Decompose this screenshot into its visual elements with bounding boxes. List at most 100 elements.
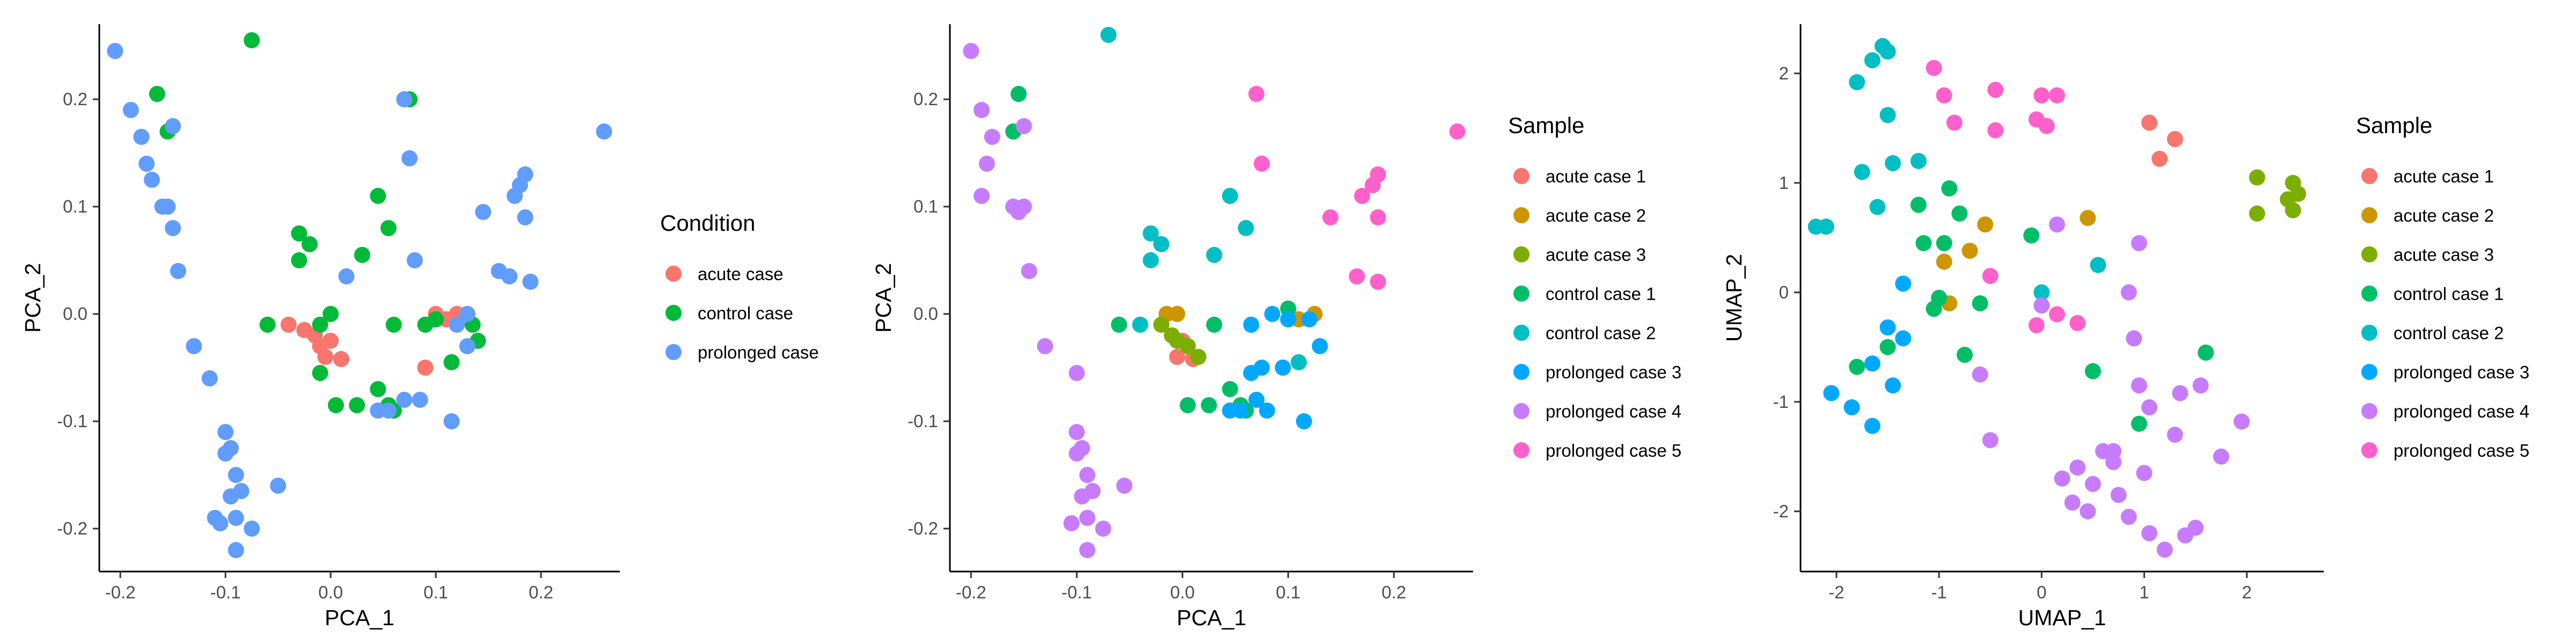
x-tick-label: 1 (2139, 582, 2149, 602)
legend-label: acute case 2 (2394, 206, 2494, 225)
data-point (2151, 150, 2168, 167)
data-point (1849, 74, 1865, 91)
data-point (1248, 86, 1265, 102)
data-point (2033, 87, 2050, 104)
y-tick-label: 0.2 (63, 89, 87, 109)
x-tick-label: -1 (1931, 582, 1946, 602)
data-point (385, 317, 402, 333)
data-point (1011, 86, 1027, 102)
legend-key (1513, 207, 1529, 223)
data-point (428, 311, 444, 327)
legend: Condition acute case control case prolonged… (660, 210, 819, 362)
points-layer (107, 32, 612, 558)
data-point (1941, 180, 1958, 196)
y-tick-label: 2 (1779, 63, 1789, 83)
x-axis-title: UMAP_1 (2018, 605, 2106, 630)
data-point (2120, 509, 2137, 525)
data-point (2167, 427, 2183, 443)
legend-label: acute case 2 (1546, 206, 1646, 225)
data-point (1069, 424, 1085, 440)
legend-title: Sample (1508, 113, 1584, 138)
data-point (327, 397, 344, 413)
legend-label: prolonged case 5 (2394, 441, 2529, 460)
data-point (1936, 253, 1952, 270)
legend-label: prolonged case (698, 342, 819, 362)
x-tick-label: -0.1 (1062, 582, 1092, 602)
x-tick-label: 0.2 (529, 582, 553, 602)
legend-label: control case 1 (2394, 284, 2504, 304)
data-point (228, 510, 244, 526)
legend-label: prolonged case 4 (1546, 401, 1681, 421)
legend-label: acute case 1 (1546, 166, 1646, 186)
legend-key (1513, 286, 1529, 302)
data-point (291, 252, 308, 268)
data-point (1015, 199, 1032, 215)
data-point (228, 542, 244, 558)
x-tick-label: -0.2 (105, 582, 136, 602)
data-point (1864, 52, 1880, 69)
data-point (1370, 166, 1386, 182)
y-tick-label: 0.1 (63, 196, 87, 216)
data-point (2136, 465, 2153, 481)
data-point (354, 247, 370, 263)
data-point (138, 156, 155, 172)
y-axis-title: PCA_2 (871, 263, 896, 333)
legend: Sample acute case 1 acute case 2 acute case… (2356, 113, 2529, 460)
legend-key (2361, 286, 2377, 302)
data-point (333, 351, 349, 367)
legend-key (1513, 168, 1529, 184)
data-point (1951, 205, 1968, 222)
data-point (2090, 257, 2106, 273)
y-tick-label: -0.2 (908, 518, 938, 538)
data-point (443, 354, 460, 370)
data-point (2084, 363, 2101, 379)
legend-label: acute case 1 (2394, 166, 2494, 186)
data-point (396, 91, 413, 107)
data-point (1879, 339, 1896, 355)
data-point (370, 381, 386, 397)
data-point (2285, 202, 2301, 218)
data-point (2023, 227, 2040, 244)
data-point (1982, 268, 1999, 284)
data-point (2131, 235, 2147, 251)
data-point (1221, 188, 1238, 204)
data-point (312, 317, 328, 333)
legend-label: prolonged case 3 (2394, 362, 2529, 382)
data-point (186, 338, 202, 354)
data-point (1116, 478, 1132, 494)
data-point (2064, 494, 2081, 511)
y-tick-label: 0.2 (913, 89, 938, 109)
data-point (2141, 114, 2157, 131)
data-point (1069, 365, 1085, 381)
data-point (1885, 155, 1901, 172)
data-point (2131, 377, 2147, 394)
data-point (2069, 314, 2086, 331)
data-point (1258, 402, 1275, 419)
x-tick-label: 0.0 (318, 582, 343, 602)
data-point (2141, 399, 2157, 415)
data-point (1291, 354, 1307, 370)
y-tick-label: -0.1 (908, 411, 938, 431)
data-point (1972, 295, 1988, 312)
data-point (1869, 199, 1886, 215)
y-axis-title: UMAP_2 (1722, 254, 1746, 342)
data-point (1079, 510, 1096, 526)
data-point (459, 306, 475, 322)
data-point (1910, 153, 1927, 169)
data-point (233, 483, 250, 499)
data-point (1037, 338, 1053, 354)
data-point (443, 413, 460, 429)
legend-key (2361, 207, 2377, 223)
legend-label: control case (698, 303, 793, 323)
data-point (1021, 263, 1037, 279)
y-tick-label: -0.1 (57, 411, 87, 431)
data-point (149, 86, 165, 102)
data-point (2038, 118, 2055, 134)
data-point (522, 274, 539, 290)
legend-key (2361, 442, 2377, 458)
data-point (1153, 317, 1169, 333)
x-tick-label: 0.2 (1381, 582, 1406, 602)
data-point (107, 43, 123, 59)
data-point (459, 338, 475, 354)
legend-key (1513, 442, 1529, 458)
